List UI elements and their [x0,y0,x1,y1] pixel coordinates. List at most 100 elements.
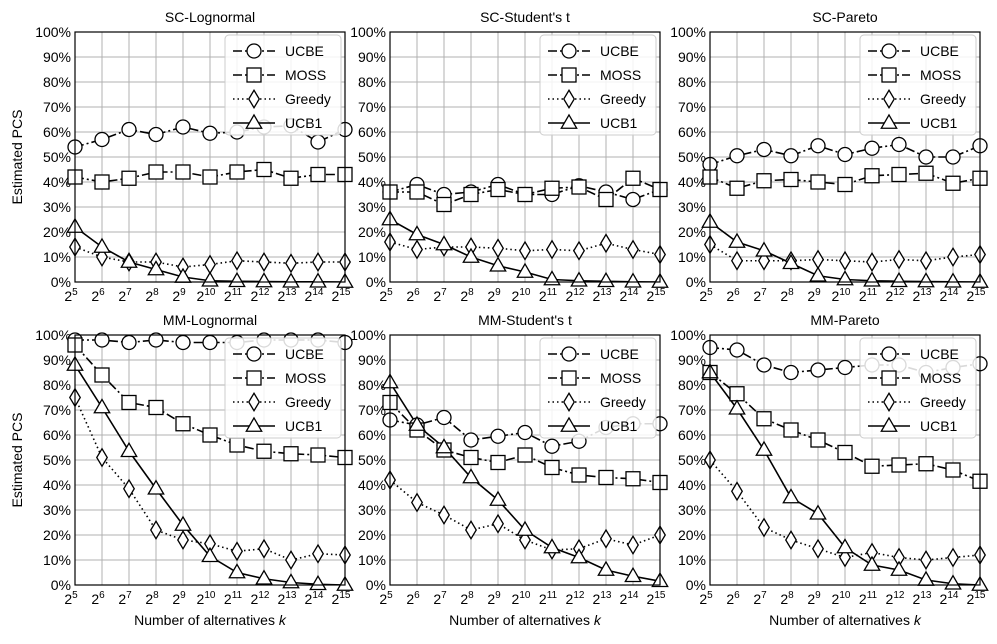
x-tick-label: 211 [539,287,558,304]
data-point-greedy [311,543,325,564]
data-point-ucb1 [462,247,480,263]
data-point-moss [121,170,137,186]
data-point-moss [891,166,907,183]
data-point-ucbe [756,141,772,158]
x-tick-label: 212 [251,590,270,607]
data-point-ucb1 [489,256,507,272]
data-point-ucb1 [309,272,327,288]
data-point-ucb1 [516,520,534,536]
data-point-ucb1 [570,548,588,564]
data-point-greedy [946,547,960,568]
legend-marker-ucbe [246,43,262,59]
data-point-moss [436,196,452,213]
data-point-greedy [491,513,505,534]
legend-label-ucb1: UCB1 [920,418,958,434]
data-point-moss [202,427,218,443]
data-point-greedy [892,249,906,270]
x-tick-label: 215 [647,590,666,607]
data-point-ucb1 [863,271,881,287]
data-point-ucb1 [120,252,138,268]
data-point-ucbe [864,140,880,156]
data-point-greedy [410,492,424,513]
y-tick-label: 10% [43,552,71,568]
legend-label-ucb1: UCB1 [285,115,323,131]
x-tick-label: 27 [753,287,767,304]
data-point-ucb1 [890,560,908,576]
legend-box [224,34,342,136]
data-point-ucb1 [755,440,773,456]
data-point-ucb1 [93,398,111,414]
data-point-ucb1 [408,415,426,431]
x-tick-label: 213 [913,590,932,607]
axes-frame [389,31,661,283]
x-tick-label: 211 [859,590,878,607]
data-point-ucb1 [624,272,642,288]
data-point-moss [256,161,272,178]
data-point-greedy [757,517,771,538]
data-point-greedy [230,250,244,271]
y-tick-label: 0% [51,577,71,593]
x-tick-label: 210 [512,287,531,304]
y-tick-label: 70% [43,402,71,418]
y-tick-label: 50% [678,452,706,468]
x-tick-label: 25 [379,590,393,607]
legend-marker-ucbe [881,43,897,59]
y-tick-label: 100% [670,327,706,343]
data-point-ucbe [94,131,110,148]
x-tick-label: 27 [433,590,447,607]
y-tick-label: 0% [366,274,386,290]
legend-label-moss: MOSS [600,370,641,386]
data-point-moss [490,181,506,198]
data-point-greedy [626,534,640,556]
legend-marker-ucbe [561,43,577,59]
y-tick-label: 30% [358,502,386,518]
x-tick-label: 29 [172,590,186,607]
data-point-ucbe [810,138,826,154]
data-point-ucb1 [624,566,642,583]
y-tick-label: 70% [678,402,706,418]
data-point-ucb1 [944,272,962,288]
x-tick-label: 213 [593,590,612,607]
data-point-moss [783,422,799,438]
data-point-ucb1 [147,479,165,495]
legend-marker-moss [881,67,897,83]
y-tick-label: 40% [678,174,706,190]
y-tick-label: 90% [358,49,386,65]
legend-marker-greedy [882,88,896,110]
axes-frame [74,334,346,586]
y-tick-label: 20% [678,224,706,240]
legend-label-greedy: Greedy [600,394,646,410]
y-tick-label: 80% [43,377,71,393]
data-point-moss [175,416,191,432]
data-point-moss [756,411,772,427]
data-point-greedy [946,246,960,268]
x-tick-label: 213 [278,287,297,304]
y-axis-label: Estimated PCS [9,110,25,205]
y-tick-label: 90% [43,352,71,368]
panel-title: SC-Lognormal [165,9,255,25]
y-tick-label: 60% [358,427,386,443]
x-tick-label: 211 [224,287,243,304]
data-point-ucb1 [809,266,827,282]
data-point-ucbe [756,357,772,373]
legend: UCBE MOSS Greedy UCB1 [224,34,342,136]
data-point-ucbe [517,424,533,441]
data-point-moss [202,169,218,185]
data-point-greedy [518,240,532,261]
y-tick-label: 30% [678,502,706,518]
data-point-moss [598,469,614,486]
x-tick-label: 26 [406,287,420,304]
x-tick-label: 211 [539,590,558,607]
data-point-greedy [730,250,744,271]
y-tick-label: 100% [350,24,386,40]
legend-label-ucbe: UCBE [285,43,324,59]
y-tick-label: 20% [43,224,71,240]
data-point-ucbe [148,332,164,348]
data-point-ucb1 [836,538,854,554]
y-tick-label: 50% [678,149,706,165]
legend-label-ucbe: UCBE [920,43,959,59]
x-tick-label: 28 [460,590,474,607]
legend: UCBE MOSS Greedy UCB1 [224,337,342,439]
y-tick-label: 10% [43,249,71,265]
y-tick-label: 60% [678,427,706,443]
